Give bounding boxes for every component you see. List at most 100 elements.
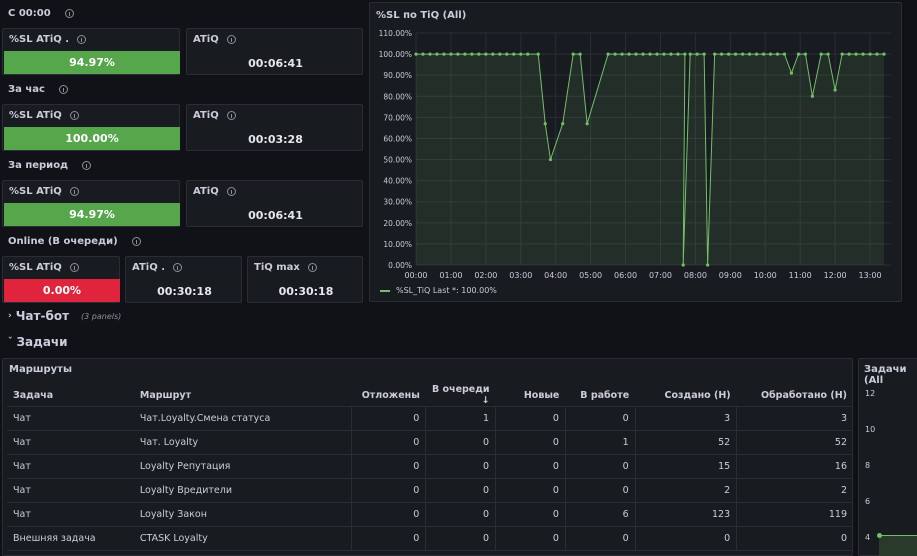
x-tick-label: 10:00 [754,271,777,280]
data-point [606,52,610,56]
data-point [578,52,582,56]
info-icon[interactable] [226,187,236,196]
table-cell: 0 [425,454,497,479]
table-row[interactable]: Чат Чат.Loyalty.Смена статуса 0 1 0 0 3 3 [7,406,853,431]
y-tick-label: 50.00% [383,156,412,165]
section-title-since-midnight: С 00:00 [8,8,74,19]
column-header[interactable]: В очереди ↓ [425,384,496,407]
table-row[interactable]: Чат Loyalty Вредители 0 0 0 0 2 2 [7,478,853,503]
row-title: Задачи [16,335,68,349]
data-point [882,52,886,56]
chart-title: %SL по TiQ (All) [376,10,467,21]
data-point [733,52,738,56]
table-row[interactable]: Внешняя задача CTASK Loyalty 0 0 0 0 0 0 [7,526,853,551]
table-cell: 0 [425,430,497,455]
data-point [498,52,502,56]
x-tick-label: 12:00 [824,271,847,280]
info-icon[interactable] [77,35,87,44]
info-icon[interactable] [131,237,141,246]
panel-title: %SL ATiQ [9,262,79,273]
data-point [782,52,787,56]
column-header[interactable]: В работе [565,384,636,407]
table-row[interactable]: Чат Loyalty Закон 0 0 0 6 123 119 [7,502,853,527]
y-tick-label: 100.00% [379,50,412,59]
info-icon[interactable] [173,263,182,272]
y-tick-label: 10 [865,425,876,434]
data-point [768,52,773,56]
info-icon[interactable] [226,35,236,44]
stat-panel-tiq-max: TiQ max 00:30:18 [247,256,363,303]
data-point [613,52,617,56]
info-icon[interactable] [69,111,79,120]
row-tasks-expanded[interactable]: ˇ Задачи [8,335,68,349]
column-header[interactable]: Создано (Н) [635,384,737,407]
table-cell: Чат [7,502,134,527]
table-cell: 119 [736,502,853,527]
data-point [854,52,858,56]
column-header[interactable]: Обработано (Н) [736,384,853,407]
row-chatbot-collapsed[interactable]: › Чат-бот (3 panels) [8,309,121,323]
section-title-text: За час [8,84,45,95]
y-tick-label: 8 [865,461,871,470]
data-point [833,88,837,92]
info-icon[interactable] [307,263,317,272]
routes-table-panel: Маршруты Задача Маршрут Отложены В очереди … [2,358,853,556]
y-tick-label: 10.00% [383,240,412,249]
column-header[interactable]: Задача [7,384,134,407]
data-point [491,52,495,56]
data-point [726,52,731,56]
panel-title: ATiQ [193,34,236,45]
table-cell: 0 [351,478,427,503]
column-header[interactable]: Маршрут [133,384,352,407]
table-cell: Loyalty Закон [133,502,353,527]
data-point [536,52,540,56]
tasks-line [879,535,917,536]
chevron-down-icon: ˇ [8,337,13,347]
sl-value: 94.97% [4,51,180,74]
info-icon[interactable] [58,85,68,94]
info-icon[interactable] [69,263,79,272]
panel-title: %SL ATiQ [9,186,79,197]
data-point [789,71,794,75]
data-point [875,52,879,56]
table-cell: 0 [351,454,427,479]
x-tick-label: 00:00 [404,271,427,280]
chevron-right-icon: › [8,311,12,321]
data-point [868,52,872,56]
column-header[interactable]: Отложены [351,384,426,407]
table-row[interactable]: Чат Чат. Loyalty 0 0 0 1 52 52 [7,430,853,455]
data-point [634,52,638,56]
y-tick-label: 60.00% [383,134,412,143]
data-point [775,52,780,56]
table-cell: Чат. Loyalty [133,430,353,455]
data-point [655,52,659,56]
y-tick-label: 4 [865,533,871,542]
legend-swatch [380,289,390,292]
table-cell: 0 [565,526,636,551]
table-row[interactable]: Чат Loyalty Репутация 0 0 0 0 15 16 [7,454,853,479]
x-tick-label: 03:00 [509,271,532,280]
sl-value: 0.00% [4,279,120,302]
y-tick-label: 20.00% [383,219,412,228]
data-point [747,52,752,56]
data-point [561,122,565,126]
data-point [840,52,844,56]
row-panel-count: (3 panels) [81,311,122,321]
table-cell: 0 [351,406,427,431]
info-icon[interactable] [82,161,92,170]
routes-title: Маршруты [9,364,72,375]
chart-legend[interactable]: %SL_TiQ Last *: 100.00% [380,286,497,295]
column-header[interactable]: Новые [495,384,566,407]
table-cell: 0 [565,478,636,503]
info-icon[interactable] [69,187,79,196]
atiq-value: 00:30:18 [157,284,212,298]
table-cell: Loyalty Вредители [133,478,353,503]
series-area [416,54,885,265]
y-tick-label: 80.00% [383,92,412,101]
info-icon[interactable] [64,9,74,18]
data-point [548,157,553,162]
stat-panel-sl-per-hour: %SL ATiQ 100.00% [2,104,180,151]
tiq-max-value: 00:30:18 [278,284,334,298]
info-icon[interactable] [226,111,236,120]
table-cell: 6 [565,502,636,527]
